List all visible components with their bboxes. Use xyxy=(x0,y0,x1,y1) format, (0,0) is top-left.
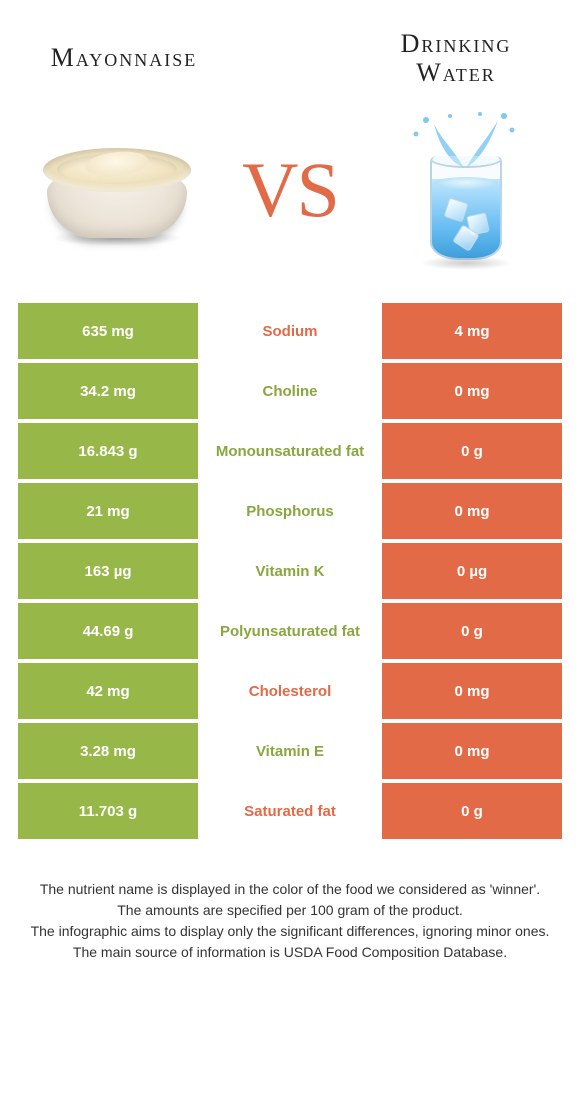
infographic-page: Mayonnaise Drinking Water VS xyxy=(0,0,580,983)
left-value-cell: 16.843 g xyxy=(18,423,198,479)
left-value-cell: 42 mg xyxy=(18,663,198,719)
table-row: 3.28 mgVitamin E0 mg xyxy=(18,723,562,779)
table-row: 635 mgSodium4 mg xyxy=(18,303,562,359)
title-right-line2: Water xyxy=(416,58,496,87)
right-value-cell: 0 mg xyxy=(382,663,562,719)
comparison-table: 635 mgSodium4 mg34.2 mgCholine0 mg16.843… xyxy=(18,303,562,839)
hero-left xyxy=(18,105,215,275)
left-value-cell: 11.703 g xyxy=(18,783,198,839)
right-value-cell: 0 mg xyxy=(382,483,562,539)
table-row: 163 µgVitamin K0 µg xyxy=(18,543,562,599)
left-value-cell: 34.2 mg xyxy=(18,363,198,419)
right-value-cell: 0 g xyxy=(382,603,562,659)
vs-label: VS xyxy=(215,145,365,235)
footer-line-3: The infographic aims to display only the… xyxy=(28,921,552,942)
footer-line-2: The amounts are specified per 100 gram o… xyxy=(28,900,552,921)
left-value-cell: 44.69 g xyxy=(18,603,198,659)
left-value-cell: 3.28 mg xyxy=(18,723,198,779)
right-value-cell: 0 mg xyxy=(382,363,562,419)
nutrient-name-cell: Choline xyxy=(198,363,382,419)
nutrient-name-cell: Cholesterol xyxy=(198,663,382,719)
right-value-cell: 0 mg xyxy=(382,723,562,779)
hero-row: VS xyxy=(18,105,562,275)
titles-row: Mayonnaise Drinking Water xyxy=(18,30,562,87)
nutrient-name-cell: Polyunsaturated fat xyxy=(198,603,382,659)
footer-line-1: The nutrient name is displayed in the co… xyxy=(28,879,552,900)
table-row: 44.69 gPolyunsaturated fat0 g xyxy=(18,603,562,659)
table-row: 21 mgPhosphorus0 mg xyxy=(18,483,562,539)
table-row: 34.2 mgCholine0 mg xyxy=(18,363,562,419)
water-glass-icon xyxy=(394,110,534,270)
right-value-cell: 0 µg xyxy=(382,543,562,599)
right-value-cell: 0 g xyxy=(382,423,562,479)
left-value-cell: 163 µg xyxy=(18,543,198,599)
left-value-cell: 635 mg xyxy=(18,303,198,359)
left-value-cell: 21 mg xyxy=(18,483,198,539)
footer-notes: The nutrient name is displayed in the co… xyxy=(18,879,562,963)
right-value-cell: 0 g xyxy=(382,783,562,839)
mayonnaise-icon xyxy=(37,130,197,250)
title-right: Drinking Water xyxy=(350,30,562,87)
nutrient-name-cell: Sodium xyxy=(198,303,382,359)
nutrient-name-cell: Monounsaturated fat xyxy=(198,423,382,479)
table-row: 42 mgCholesterol0 mg xyxy=(18,663,562,719)
title-left: Mayonnaise xyxy=(18,44,230,73)
hero-right xyxy=(365,105,562,275)
nutrient-name-cell: Vitamin K xyxy=(198,543,382,599)
table-row: 16.843 gMonounsaturated fat0 g xyxy=(18,423,562,479)
nutrient-name-cell: Vitamin E xyxy=(198,723,382,779)
right-value-cell: 4 mg xyxy=(382,303,562,359)
footer-line-4: The main source of information is USDA F… xyxy=(28,942,552,963)
title-right-line1: Drinking xyxy=(401,29,512,58)
nutrient-name-cell: Saturated fat xyxy=(198,783,382,839)
table-row: 11.703 gSaturated fat0 g xyxy=(18,783,562,839)
nutrient-name-cell: Phosphorus xyxy=(198,483,382,539)
